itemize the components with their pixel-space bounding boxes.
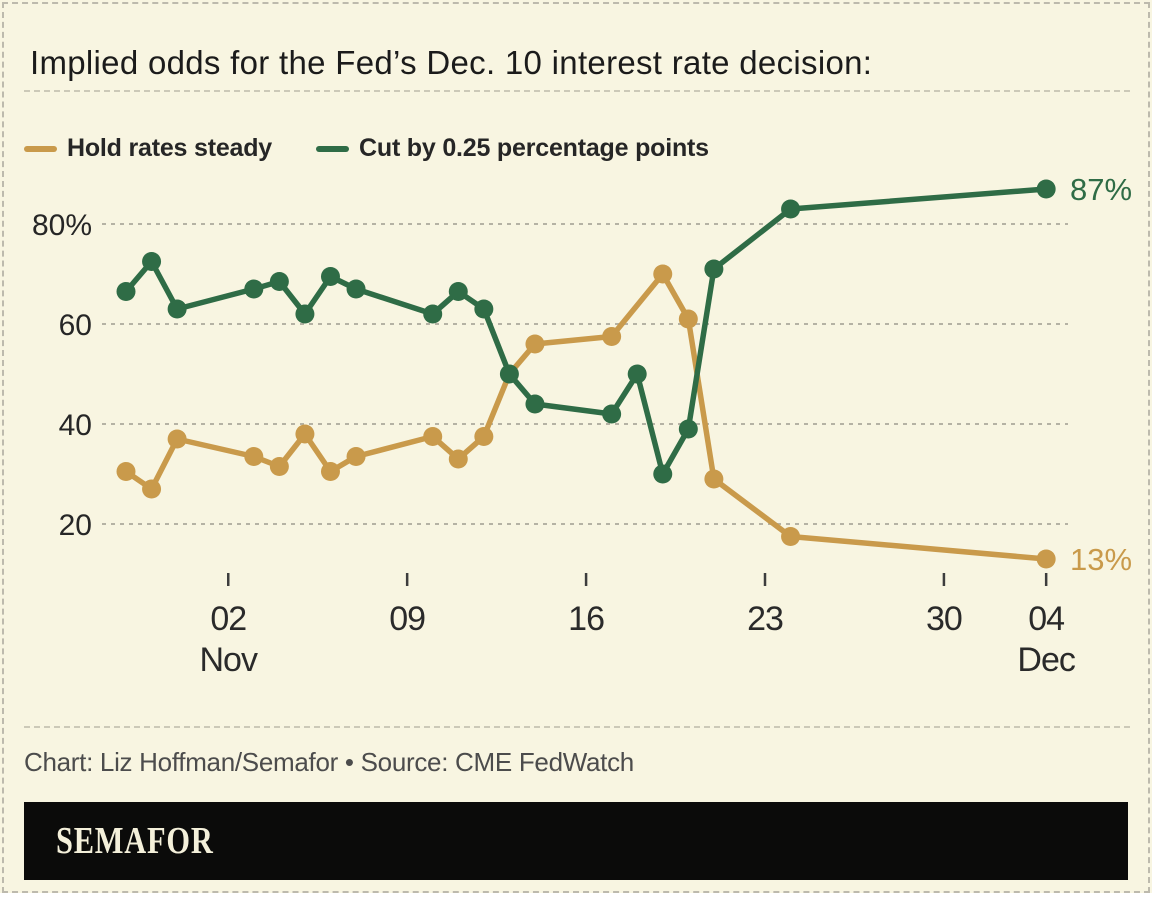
data-point-cut xyxy=(346,279,366,299)
data-point-hold xyxy=(1036,549,1056,569)
x-axis-day-label: 02 xyxy=(210,600,246,638)
chart-title: Implied odds for the Fed’s Dec. 10 inter… xyxy=(30,44,873,82)
x-axis-day-label: 09 xyxy=(389,600,425,638)
data-point-hold xyxy=(244,447,264,466)
legend-label-hold: Hold rates steady xyxy=(67,134,273,162)
data-point-hold xyxy=(295,424,315,444)
data-point-cut xyxy=(116,282,136,301)
data-point-hold xyxy=(320,462,340,481)
data-point-cut xyxy=(627,364,647,384)
series-line-hold xyxy=(123,271,1049,562)
data-point-cut xyxy=(295,304,315,324)
legend-swatch-hold-icon xyxy=(24,145,57,152)
data-point-cut xyxy=(320,267,340,286)
data-point-cut xyxy=(653,464,673,484)
data-point-cut xyxy=(499,364,519,384)
data-point-cut xyxy=(423,304,443,324)
data-point-cut xyxy=(602,404,622,424)
series-end-label-cut: 87% xyxy=(1070,172,1132,207)
data-point-hold xyxy=(653,264,673,284)
data-point-cut xyxy=(704,259,724,279)
series-end-label-hold: 13% xyxy=(1070,542,1132,577)
x-axis-day-label: 16 xyxy=(568,600,604,638)
data-point-hold xyxy=(474,427,494,446)
data-point-hold xyxy=(423,427,443,446)
data-point-cut xyxy=(781,199,801,219)
x-axis-day-label: 04 xyxy=(1028,600,1064,638)
semafor-wordmark: SEMAFOR xyxy=(56,820,214,862)
data-point-hold xyxy=(269,457,289,476)
y-axis-label: 20 xyxy=(59,509,92,542)
y-axis-label: 40 xyxy=(59,409,92,442)
y-axis-label: 80% xyxy=(32,209,92,242)
x-axis-day-label: 30 xyxy=(926,600,962,638)
data-point-hold xyxy=(602,327,622,346)
data-point-hold xyxy=(167,429,187,449)
data-point-hold xyxy=(142,479,162,499)
x-axis-month-label: Nov xyxy=(200,641,258,679)
data-point-cut xyxy=(244,279,264,299)
data-point-cut xyxy=(678,419,698,439)
semafor-logo-bar: SEMAFOR xyxy=(24,802,1128,880)
data-point-cut xyxy=(1036,179,1056,199)
chart-credit: Chart: Liz Hoffman/Semafor • Source: CME… xyxy=(24,747,634,777)
series-line-cut xyxy=(123,186,1049,477)
x-axis-day-label: 23 xyxy=(747,600,783,638)
title-divider xyxy=(24,90,1130,92)
data-point-hold xyxy=(704,469,724,489)
legend-item-cut: Cut by 0.25 percentage points xyxy=(316,134,709,163)
data-point-cut xyxy=(269,272,289,291)
data-point-cut xyxy=(474,299,494,319)
y-axis-label: 60 xyxy=(59,309,92,342)
data-point-hold xyxy=(678,309,698,329)
data-point-cut xyxy=(448,282,468,301)
data-point-cut xyxy=(142,252,162,271)
data-point-hold xyxy=(116,462,136,481)
data-point-hold xyxy=(346,447,366,466)
data-point-hold xyxy=(525,334,545,354)
legend-label-cut: Cut by 0.25 percentage points xyxy=(359,134,709,162)
data-point-hold xyxy=(781,527,801,546)
data-point-cut xyxy=(167,299,187,319)
data-point-hold xyxy=(448,449,468,469)
footer-divider xyxy=(24,726,1130,728)
legend-swatch-cut-icon xyxy=(316,145,350,152)
chart-legend: Hold rates steady Cut by 0.25 percentage… xyxy=(24,134,709,163)
legend-item-hold: Hold rates steady xyxy=(24,134,272,163)
x-axis-month-label: Dec xyxy=(1017,641,1075,679)
data-point-cut xyxy=(525,394,545,414)
